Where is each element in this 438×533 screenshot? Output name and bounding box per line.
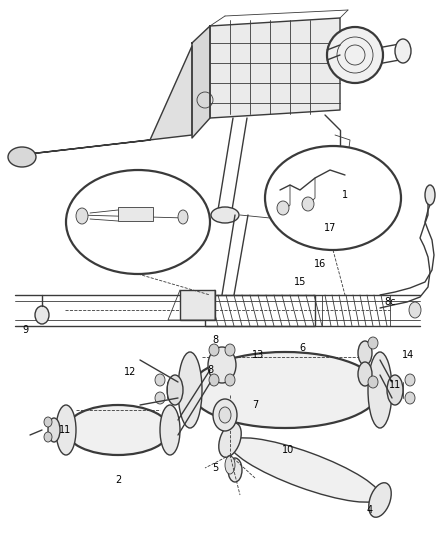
Bar — [118, 207, 153, 221]
Text: 7: 7 — [251, 400, 258, 410]
Ellipse shape — [177, 352, 201, 428]
Text: 15: 15 — [293, 277, 305, 287]
Ellipse shape — [367, 337, 377, 349]
Ellipse shape — [225, 456, 234, 474]
Text: 8c: 8c — [383, 297, 395, 307]
Ellipse shape — [208, 347, 236, 383]
Text: 13: 13 — [251, 350, 264, 360]
Text: 5: 5 — [212, 463, 218, 473]
Ellipse shape — [394, 39, 410, 63]
Ellipse shape — [424, 185, 434, 205]
Ellipse shape — [368, 483, 390, 517]
Ellipse shape — [159, 405, 180, 455]
Ellipse shape — [66, 170, 209, 274]
Ellipse shape — [225, 344, 234, 356]
Text: 14: 14 — [401, 350, 413, 360]
Ellipse shape — [357, 362, 371, 386]
Ellipse shape — [166, 375, 183, 405]
Ellipse shape — [212, 399, 237, 431]
Bar — [205, 295, 314, 326]
Text: 8: 8 — [206, 365, 212, 375]
Ellipse shape — [301, 197, 313, 211]
Ellipse shape — [324, 160, 334, 174]
Ellipse shape — [227, 458, 241, 482]
Polygon shape — [191, 26, 209, 138]
Ellipse shape — [367, 376, 377, 388]
Text: 1: 1 — [341, 190, 347, 200]
Bar — [180, 290, 215, 320]
Ellipse shape — [229, 438, 380, 502]
Ellipse shape — [44, 417, 52, 427]
Ellipse shape — [190, 352, 379, 428]
Ellipse shape — [386, 375, 402, 405]
Ellipse shape — [35, 306, 49, 324]
Polygon shape — [20, 46, 191, 155]
Text: 10: 10 — [281, 445, 293, 455]
Ellipse shape — [177, 210, 187, 224]
Ellipse shape — [357, 341, 371, 365]
Ellipse shape — [211, 207, 238, 223]
Ellipse shape — [56, 405, 76, 455]
Ellipse shape — [8, 147, 36, 167]
Ellipse shape — [155, 374, 165, 386]
Bar — [321, 295, 389, 326]
Text: 16: 16 — [313, 259, 325, 269]
Text: 9: 9 — [22, 325, 28, 335]
Ellipse shape — [48, 418, 60, 442]
Ellipse shape — [225, 374, 234, 386]
Text: 6: 6 — [298, 343, 304, 353]
Text: 4: 4 — [366, 505, 372, 515]
Ellipse shape — [218, 423, 241, 457]
Ellipse shape — [276, 201, 288, 215]
Ellipse shape — [326, 27, 382, 83]
Ellipse shape — [265, 146, 400, 250]
Text: 8: 8 — [212, 335, 218, 345]
Ellipse shape — [367, 352, 391, 428]
Ellipse shape — [208, 344, 219, 356]
Ellipse shape — [66, 405, 170, 455]
Text: 11: 11 — [388, 380, 400, 390]
Ellipse shape — [219, 407, 230, 423]
Ellipse shape — [408, 302, 420, 318]
Ellipse shape — [404, 374, 414, 386]
Ellipse shape — [208, 374, 219, 386]
Text: 2: 2 — [115, 475, 121, 485]
Text: 11: 11 — [59, 425, 71, 435]
Ellipse shape — [76, 208, 88, 224]
Polygon shape — [209, 18, 339, 118]
Ellipse shape — [44, 432, 52, 442]
Ellipse shape — [155, 392, 165, 404]
Text: 17: 17 — [323, 223, 336, 233]
Text: 12: 12 — [124, 367, 136, 377]
Ellipse shape — [404, 392, 414, 404]
